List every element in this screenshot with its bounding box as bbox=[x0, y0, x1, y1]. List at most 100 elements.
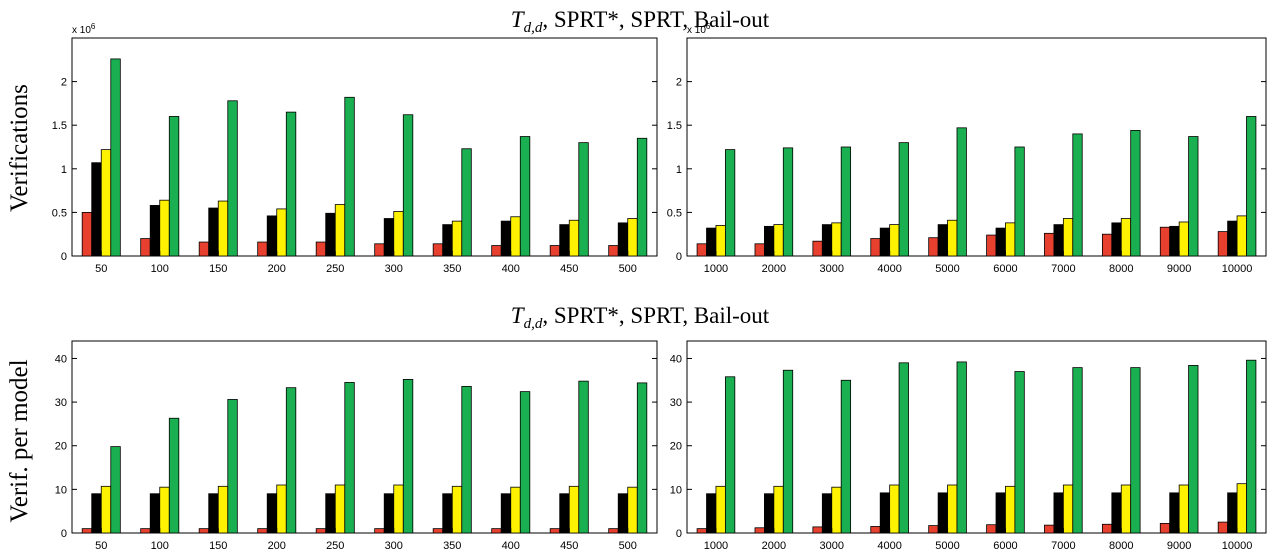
bar bbox=[870, 526, 881, 534]
bar bbox=[812, 526, 823, 534]
bar bbox=[100, 149, 112, 257]
bar bbox=[947, 484, 958, 534]
bar bbox=[1169, 492, 1180, 534]
y-tick-label: 0.5 bbox=[52, 207, 67, 219]
bar bbox=[1005, 222, 1016, 257]
bar bbox=[451, 220, 463, 257]
bar bbox=[217, 200, 229, 257]
x-tick-label: 350 bbox=[443, 540, 461, 551]
bar bbox=[276, 484, 287, 534]
bar bbox=[325, 212, 336, 257]
y-tick-label: 0 bbox=[676, 528, 682, 540]
y-tick-label: 2 bbox=[676, 77, 682, 89]
bar bbox=[549, 245, 561, 257]
bar bbox=[578, 142, 589, 257]
y-tick-label: 0 bbox=[676, 251, 682, 263]
bar bbox=[956, 361, 967, 534]
bar bbox=[110, 446, 121, 534]
x-tick-label: 300 bbox=[385, 263, 403, 275]
x-tick-label: 200 bbox=[268, 263, 286, 275]
bar bbox=[257, 528, 268, 534]
bar bbox=[432, 528, 444, 534]
bar bbox=[344, 96, 355, 257]
bar bbox=[1246, 116, 1257, 257]
multiplier-label: x 106 bbox=[687, 22, 711, 36]
bar bbox=[91, 162, 102, 257]
bar bbox=[383, 218, 395, 257]
x-tick-label: 7000 bbox=[1051, 263, 1075, 275]
bar bbox=[1246, 359, 1257, 534]
bar bbox=[81, 528, 93, 534]
bar bbox=[549, 528, 561, 534]
bar bbox=[870, 238, 881, 257]
bar bbox=[831, 486, 842, 534]
bar bbox=[1005, 485, 1016, 534]
bar bbox=[334, 484, 346, 534]
bar bbox=[149, 205, 161, 257]
bar bbox=[198, 241, 210, 257]
x-tick-label: 5000 bbox=[935, 540, 959, 551]
bar bbox=[1227, 492, 1238, 534]
bar bbox=[636, 382, 648, 534]
bar bbox=[724, 149, 736, 257]
axes-box bbox=[71, 37, 658, 257]
panel-top-left: 0 0.5 1 1.5 2 x 106 50 100 150 200 250 300 350 400 450… bbox=[52, 22, 658, 275]
x-tick-label: 2000 bbox=[762, 540, 786, 551]
x-tick-label: 1000 bbox=[704, 263, 728, 275]
bar bbox=[1130, 367, 1141, 534]
bar bbox=[715, 225, 726, 257]
bar bbox=[140, 238, 151, 257]
y-tick-label: 1.5 bbox=[52, 120, 67, 132]
x-tick-label: 10000 bbox=[1222, 263, 1253, 275]
bar bbox=[1169, 225, 1180, 257]
bar bbox=[617, 222, 629, 257]
bar bbox=[1062, 484, 1074, 534]
bar bbox=[491, 528, 502, 534]
bar bbox=[1188, 365, 1199, 534]
bar bbox=[578, 380, 589, 534]
y-tick-label: 2 bbox=[61, 77, 67, 89]
x-tick-label: 10000 bbox=[1222, 540, 1253, 551]
bar bbox=[986, 524, 997, 534]
bar bbox=[559, 224, 570, 257]
bar bbox=[334, 204, 346, 257]
bar bbox=[706, 493, 717, 534]
y-tick-label: 40 bbox=[670, 353, 682, 365]
bar bbox=[995, 492, 1006, 534]
x-tick-label: 3000 bbox=[820, 540, 844, 551]
bar bbox=[879, 492, 891, 534]
y-tick-label: 10 bbox=[55, 484, 67, 496]
x-tick-label: 100 bbox=[151, 540, 169, 551]
bar bbox=[500, 220, 512, 257]
axes-box bbox=[686, 340, 1267, 534]
y-tick-label: 30 bbox=[670, 397, 682, 409]
bar bbox=[889, 224, 900, 257]
x-tick-label: 250 bbox=[326, 263, 344, 275]
x-tick-label: 50 bbox=[95, 540, 107, 551]
bar bbox=[285, 111, 297, 257]
bar bbox=[782, 147, 794, 257]
y-tick-label: 30 bbox=[55, 397, 67, 409]
y-tick-label: 1 bbox=[61, 164, 67, 176]
bar bbox=[821, 224, 833, 257]
bar bbox=[956, 127, 967, 257]
bar bbox=[840, 146, 852, 257]
bar bbox=[696, 243, 707, 257]
bar bbox=[1101, 523, 1113, 534]
bar bbox=[383, 493, 395, 534]
bar bbox=[928, 525, 939, 534]
x-tick-label: 250 bbox=[326, 540, 344, 551]
bar bbox=[91, 493, 102, 534]
bar bbox=[879, 227, 891, 257]
bar bbox=[1236, 483, 1247, 534]
axes-box bbox=[71, 340, 658, 534]
x-tick-label: 400 bbox=[502, 540, 520, 551]
x-tick-label: 400 bbox=[502, 263, 520, 275]
bar bbox=[149, 493, 161, 534]
bar bbox=[1120, 484, 1132, 534]
bar bbox=[374, 528, 385, 534]
bar bbox=[568, 485, 580, 534]
top-title: Td,d, SPRT*, SPRT, Bail-out bbox=[511, 7, 770, 36]
bar bbox=[1217, 231, 1229, 257]
bar bbox=[898, 142, 909, 257]
